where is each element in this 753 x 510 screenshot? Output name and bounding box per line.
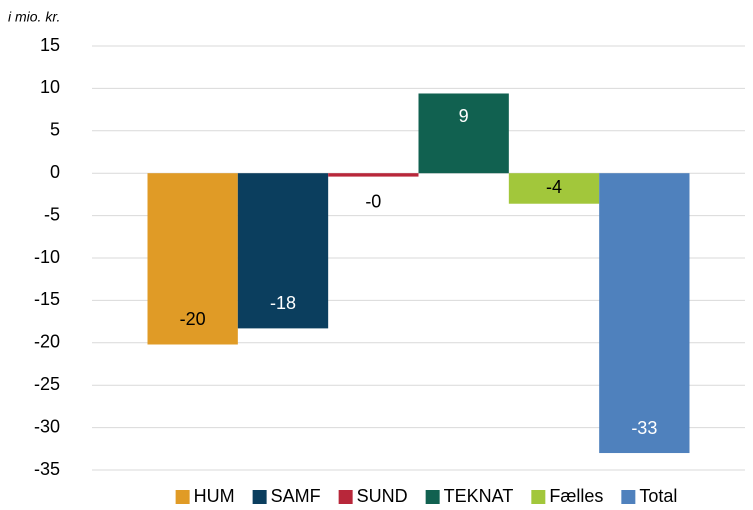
bar [599, 173, 690, 454]
legend-label: HUM [194, 486, 235, 506]
y-tick-label: 10 [40, 77, 60, 97]
y-tick-label: 0 [50, 162, 60, 182]
data-label: -20 [180, 309, 206, 329]
legend-label: TEKNAT [444, 486, 514, 506]
y-tick-label: -15 [34, 289, 60, 309]
bar [237, 173, 329, 329]
y-tick-label: -20 [34, 332, 60, 352]
y-tick-label: -5 [44, 204, 60, 224]
data-label: 9 [459, 106, 469, 126]
y-tick-label: 5 [50, 120, 60, 140]
y-tick-label: -25 [34, 374, 60, 394]
legend-label: Total [639, 486, 677, 506]
bar [147, 173, 238, 345]
bar [418, 93, 509, 174]
data-label: -4 [546, 177, 562, 197]
bar [328, 173, 419, 177]
legend-label: SUND [357, 486, 408, 506]
y-tick-label: 15 [40, 35, 60, 55]
chart-title: i mio. kr. [8, 9, 60, 25]
legend-swatch [252, 490, 267, 504]
data-label: -0 [365, 191, 381, 211]
data-label: -33 [631, 418, 657, 438]
bar [508, 173, 600, 204]
legend-swatch [531, 490, 546, 504]
legend-swatch [621, 490, 636, 504]
data-label: -18 [270, 293, 296, 313]
legend-swatch [175, 490, 190, 504]
y-tick-label: -35 [34, 459, 60, 479]
y-tick-label: -30 [34, 416, 60, 436]
legend-label: Fælles [549, 486, 603, 506]
legend-swatch [338, 490, 353, 504]
y-tick-label: -10 [34, 247, 60, 267]
legend-swatch [425, 490, 440, 504]
legend-label: SAMF [271, 486, 321, 506]
